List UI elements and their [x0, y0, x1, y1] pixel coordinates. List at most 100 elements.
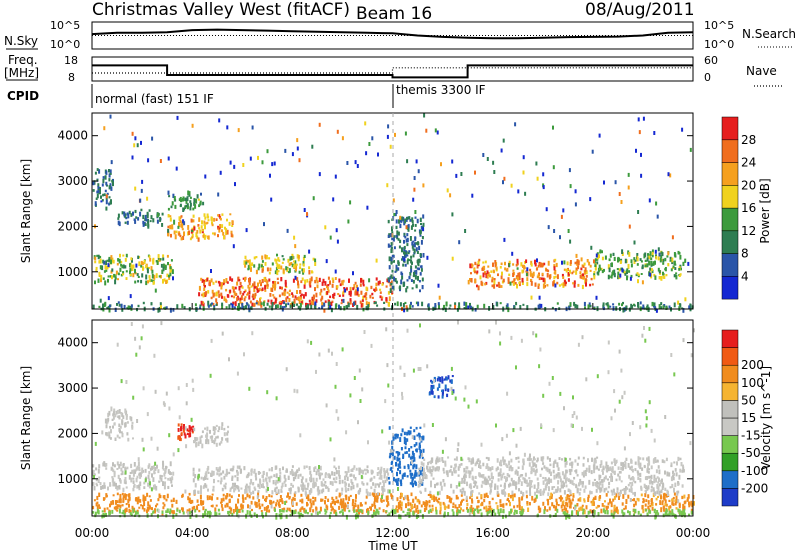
heatmap-cell: [461, 477, 464, 482]
heatmap-cell: [189, 202, 192, 207]
heatmap-cell: [266, 149, 269, 154]
heatmap-cell: [98, 271, 101, 276]
heatmap-cell: [243, 291, 246, 294]
heatmap-cell: [495, 320, 497, 325]
heatmap-cell: [124, 470, 127, 475]
heatmap-cell: [278, 480, 281, 483]
heatmap-cell: [244, 255, 247, 260]
heatmap-cell: [483, 498, 486, 503]
heatmap-cell: [317, 486, 320, 490]
heatmap-cell: [343, 506, 346, 511]
heatmap-cell: [149, 481, 151, 486]
heatmap-cell: [414, 229, 417, 232]
heatmap-cell: [577, 456, 580, 460]
heatmap-cell: [189, 514, 192, 519]
heatmap-cell: [319, 465, 322, 471]
heatmap-cell: [675, 507, 678, 510]
heatmap-cell: [532, 462, 535, 468]
heatmap-cell: [367, 301, 370, 305]
heatmap-cell: [394, 213, 397, 217]
heatmap-cell: [277, 477, 280, 482]
heatmap-cell: [339, 501, 342, 506]
heatmap-cell: [515, 365, 517, 370]
heatmap-cell: [664, 257, 667, 262]
heatmap-cell: [617, 257, 619, 263]
heatmap-cell: [637, 460, 640, 466]
heatmap-cell: [486, 157, 489, 161]
heatmap-cell: [189, 511, 191, 514]
heatmap-cell: [226, 229, 229, 235]
heatmap-cell: [252, 483, 254, 486]
heatmap-cell: [288, 507, 291, 512]
heatmap-cell: [565, 514, 568, 520]
heatmap-cell: [214, 438, 217, 442]
heatmap-cell: [474, 170, 476, 175]
heatmap-cell: [238, 508, 241, 513]
heatmap-cell: [204, 475, 206, 480]
heatmap-cell: [207, 304, 210, 308]
heatmap-cell: [242, 292, 245, 296]
heatmap-cell: [303, 508, 306, 512]
heatmap-cell: [381, 495, 383, 499]
heatmap-cell: [137, 280, 140, 283]
heatmap-cell: [428, 504, 431, 508]
heatmap-cell: [189, 428, 192, 432]
heatmap-cell: [449, 304, 452, 307]
heatmap-cell: [390, 466, 393, 470]
heatmap-cell: [678, 268, 681, 271]
heatmap-cell: [561, 508, 564, 512]
heatmap-cell: [436, 458, 439, 463]
heatmap-cell: [99, 190, 101, 195]
heatmap-cell: [554, 283, 557, 288]
heatmap-cell: [191, 233, 194, 238]
heatmap-cell: [480, 494, 483, 498]
heatmap-cell: [119, 479, 122, 484]
heatmap-cell: [400, 479, 403, 485]
heatmap-cell: [354, 499, 357, 503]
heatmap-cell: [137, 457, 140, 462]
heatmap-cell: [113, 472, 116, 478]
heatmap-cell: [199, 304, 202, 307]
heatmap-cell: [395, 210, 398, 214]
heatmap-cell: [269, 267, 272, 272]
heatmap-cell: [400, 219, 403, 223]
heatmap-cell: [251, 508, 253, 512]
heatmap-cell: [655, 308, 658, 313]
heatmap-cell: [434, 128, 437, 133]
heatmap-cell: [142, 261, 145, 266]
heatmap-cell: [569, 471, 572, 476]
heatmap-cell: [242, 500, 245, 503]
heatmap-cell: [186, 432, 189, 435]
heatmap-cell: [173, 219, 176, 225]
heatmap-cell: [180, 199, 183, 202]
heatmap-cell: [263, 277, 266, 281]
heatmap-cell: [371, 492, 374, 496]
heatmap-cell: [142, 301, 145, 305]
heatmap-cell: [691, 502, 694, 508]
heatmap-cell: [640, 260, 643, 263]
heatmap-cell: [166, 508, 169, 513]
heatmap-cell: [212, 281, 215, 285]
heatmap-cell: [628, 252, 631, 257]
heatmap-cell: [604, 255, 607, 260]
heatmap-cell: [189, 432, 192, 438]
heatmap-cell: [135, 497, 138, 500]
heatmap-cell: [433, 496, 436, 501]
heatmap-cell: [142, 494, 145, 500]
heatmap-cell: [212, 485, 215, 489]
heatmap-cell: [532, 468, 535, 473]
heatmap-cell: [404, 514, 407, 517]
heatmap-cell: [547, 499, 549, 502]
heatmap-cell: [295, 472, 297, 477]
heatmap-cell: [110, 270, 113, 274]
heatmap-cell: [510, 467, 513, 472]
heatmap-cell: [391, 452, 394, 457]
heatmap-cell: [125, 380, 128, 384]
heatmap-cell: [218, 293, 221, 298]
heatmap-cell: [399, 215, 402, 220]
heatmap-cell: [300, 485, 303, 491]
heatmap-cell: [332, 507, 334, 510]
heatmap-cell: [295, 267, 297, 272]
heatmap-cell: [302, 294, 305, 299]
heatmap-cell: [162, 401, 165, 406]
